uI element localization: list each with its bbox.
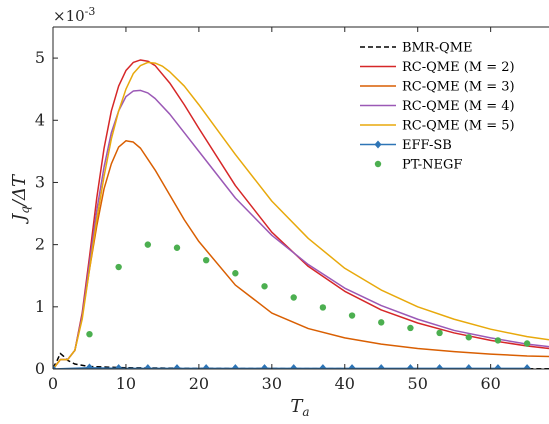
series-pt-negf-point-15 [523,340,531,347]
x-tick-label-20: 20 [189,374,209,393]
x-tick-label-40: 40 [335,374,355,393]
series-eff-sb-marker-6 [231,363,240,369]
series-pt-negf-point-2 [144,241,152,248]
series-pt-negf-point-5 [232,270,239,277]
axes-layer: 0 10 20 30 40 50 60 0 1 2 3 4 5 [35,26,549,393]
legend-label-rc-qme-m-4: RC-QME (M = 4) [402,99,515,114]
y-tick-label-3: 3 [35,172,45,191]
series-eff-sb-marker-0 [53,364,57,369]
series-rc-qme-m-5-line [53,61,549,369]
series-pt-negf-point-11 [407,324,414,332]
y-tick-label-2: 2 [35,235,45,254]
legend-swatch-pt-negf [374,160,382,168]
series-eff-sb-marker-2 [114,363,123,369]
series-pt-negf-point-4 [202,256,210,264]
x-tick-label-0: 0 [48,374,58,393]
x-tick-label-50: 50 [408,374,428,393]
x-tick-label-30: 30 [262,374,282,393]
y-tick-label-0: 0 [35,359,45,378]
legend-label-pt-negf: PT-NEGF [402,158,462,173]
legend-label-bmr-qme: BMR-QME [402,41,473,56]
series-eff-sb-marker-13 [435,363,444,369]
series-pt-negf-point-1 [115,263,122,271]
series-bmr-qme-line [53,352,549,369]
series-eff-sb-marker-7 [260,363,269,369]
y-tick-label-4: 4 [35,110,45,129]
series-pt-negf-point-0 [86,330,93,338]
series-eff-sb-marker-1 [85,363,94,369]
x-axis-label: Ta [290,396,309,419]
series-pt-negf-point-9 [348,312,356,319]
series-eff-sb-marker-3 [143,363,152,369]
y-tick-label-1: 1 [35,297,45,316]
series-pt-negf-point-13 [465,334,472,341]
series-pt-negf-point-14 [494,337,502,344]
series-pt-negf-point-7 [290,294,297,301]
series-layer [53,59,549,369]
legend-label-rc-qme-m-5: RC-QME (M = 5) [402,119,515,134]
plot-area: 0 10 20 30 40 50 60 0 1 2 3 4 5 BMR-QME RC-QME (M = 2… [35,26,549,393]
series-eff-sb-marker-11 [377,363,386,369]
series-eff-sb-marker-16 [523,363,531,369]
series-eff-sb-marker-12 [406,363,415,369]
y-axis-label: Jq/ΔT [9,173,32,225]
x-tick-label-10: 10 [116,374,136,393]
y-multiplier-label: ×10-3 [53,5,95,25]
series-eff-sb-marker-9 [319,363,327,369]
series-pt-negf-point-8 [319,304,327,311]
series-eff-sb-marker-5 [202,363,211,369]
y-tick-label-5: 5 [35,48,45,67]
series-pt-negf-point-3 [173,244,181,251]
legend: BMR-QME RC-QME (M = 2) RC-QME (M = 3) RC-QM… [352,34,548,179]
series-pt-negf-point-6 [261,283,268,290]
series-pt-negf-point-10 [378,319,385,326]
legend-label-eff-sb: EFF-SB [402,138,452,153]
legend-label-rc-qme-m-2: RC-QME (M = 2) [402,60,515,75]
legend-label-rc-qme-m-3: RC-QME (M = 3) [402,80,515,95]
series-eff-sb-marker-10 [348,363,356,369]
x-tick-label-60: 60 [480,374,500,393]
series-eff-sb-marker-8 [289,363,298,369]
legend-marker-eff-sb [374,140,382,149]
series-eff-sb-marker-15 [494,363,502,369]
series-eff-sb-marker-4 [173,363,181,369]
series-eff-sb-marker-14 [464,363,473,369]
series-pt-negf-point-12 [436,329,443,337]
